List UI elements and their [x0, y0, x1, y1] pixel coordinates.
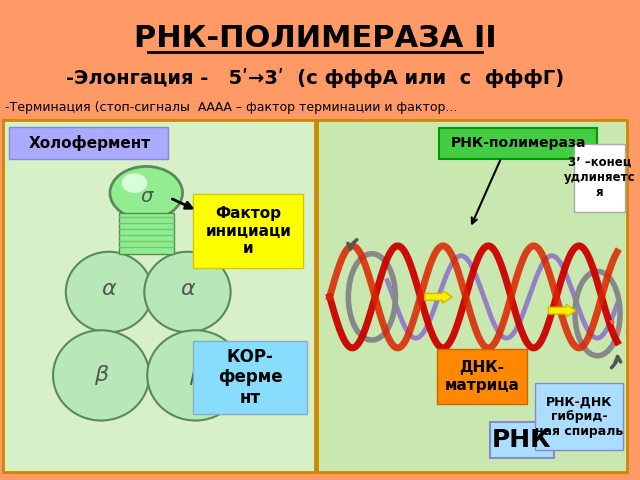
- Ellipse shape: [122, 173, 147, 193]
- Text: РНК-полимераза: РНК-полимераза: [451, 136, 586, 150]
- FancyBboxPatch shape: [574, 144, 625, 212]
- Ellipse shape: [66, 252, 152, 332]
- Ellipse shape: [53, 330, 149, 420]
- Text: α: α: [180, 279, 195, 299]
- FancyArrow shape: [548, 304, 576, 317]
- Text: Холофермент: Холофермент: [28, 135, 150, 151]
- FancyArrow shape: [425, 290, 452, 303]
- Text: Фактор
инициаци
и: Фактор инициаци и: [205, 206, 291, 256]
- FancyBboxPatch shape: [490, 422, 554, 458]
- Text: РНК-ДНК
гибрид-
ная спираль: РНК-ДНК гибрид- ная спираль: [535, 395, 623, 438]
- Text: β: β: [94, 365, 108, 385]
- FancyBboxPatch shape: [534, 383, 623, 450]
- FancyBboxPatch shape: [436, 349, 527, 404]
- Text: РНК: РНК: [492, 428, 552, 452]
- FancyBboxPatch shape: [193, 341, 307, 414]
- Text: α: α: [102, 279, 116, 299]
- Text: -Элонгация -   5ʹ→3ʹ  (с фффА или  с  фффГ): -Элонгация - 5ʹ→3ʹ (с фффА или с фффГ): [66, 68, 564, 88]
- FancyBboxPatch shape: [438, 128, 598, 158]
- Text: σ: σ: [140, 187, 152, 206]
- Text: β’: β’: [189, 365, 210, 385]
- Ellipse shape: [147, 330, 243, 420]
- FancyBboxPatch shape: [3, 120, 315, 471]
- FancyBboxPatch shape: [317, 120, 627, 471]
- Ellipse shape: [110, 167, 182, 219]
- Text: КОР-
ферме
нт: КОР- ферме нт: [218, 348, 282, 407]
- Text: 3’ –конец
удлиняетс
я: 3’ –конец удлиняетс я: [564, 156, 636, 199]
- Text: -Терминация (стоп-сигналы  АААА – фактор терминации и фактор...: -Терминация (стоп-сигналы АААА – фактор …: [5, 101, 458, 114]
- FancyBboxPatch shape: [9, 127, 168, 158]
- FancyBboxPatch shape: [193, 194, 303, 268]
- Ellipse shape: [144, 252, 230, 332]
- Text: РНК-ПОЛИМЕРАЗА II: РНК-ПОЛИМЕРАЗА II: [134, 24, 497, 53]
- FancyBboxPatch shape: [119, 213, 173, 254]
- Text: ДНК-
матрица: ДНК- матрица: [444, 360, 519, 393]
